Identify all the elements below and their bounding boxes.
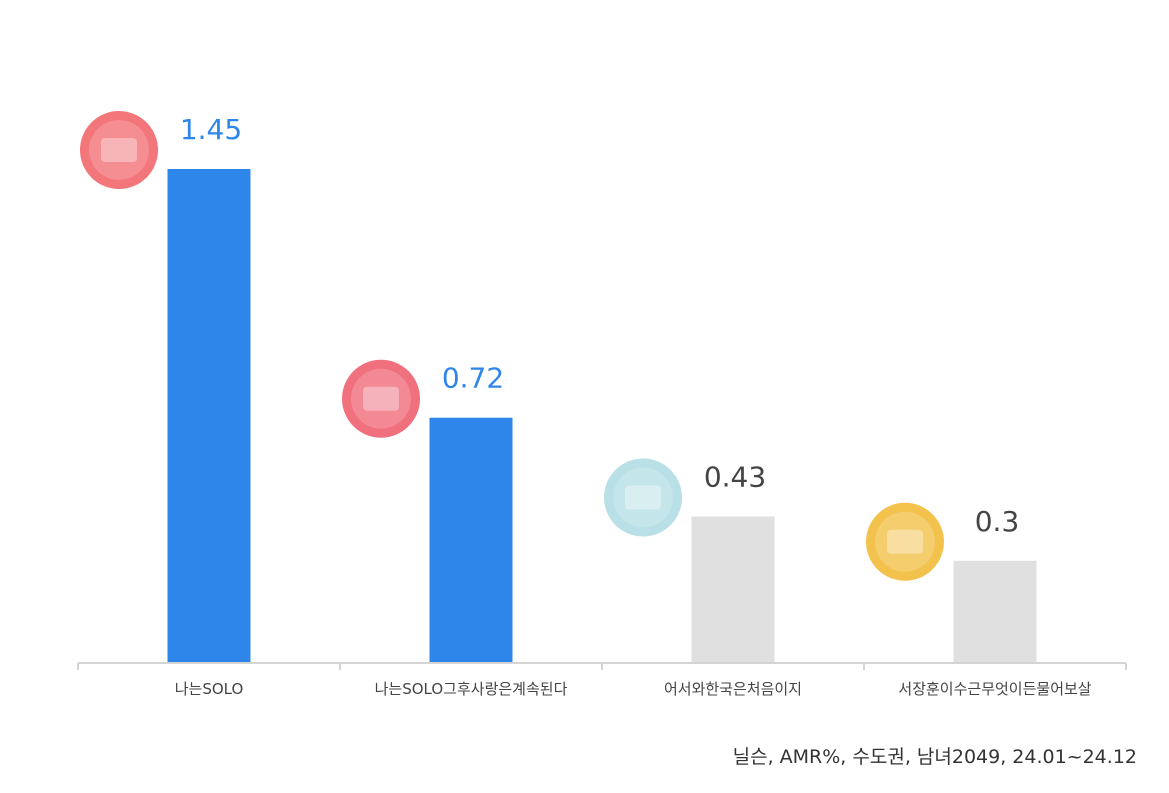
korea-first-logo-icon (602, 456, 684, 539)
bar (953, 560, 1037, 663)
category-label: 서장훈이수근무엇이든물어보살 (898, 680, 1091, 698)
ask-anything-logo-icon (864, 500, 946, 583)
value-label: 0.43 (704, 461, 766, 494)
value-labels-group: 1.45 0.72 0.43 0.3 (180, 113, 1019, 538)
bar (691, 516, 775, 663)
category-label: 어서와한국은처음이지 (664, 680, 802, 698)
value-label: 0.72 (442, 362, 504, 395)
solo-love-logo-icon (340, 357, 422, 440)
bar (167, 169, 251, 663)
bars-group (167, 169, 1037, 663)
category-label: 나는SOLO (175, 680, 244, 698)
x-axis (77, 662, 1127, 670)
category-label: 나는SOLO그후사랑은계속된다 (375, 680, 568, 698)
bar (429, 417, 513, 663)
logos-group (78, 109, 946, 583)
value-label: 1.45 (180, 113, 242, 146)
solo-logo-icon (78, 109, 160, 191)
source-note: 닐슨, AMR%, 수도권, 남녀2049, 24.01~24.12 (732, 746, 1137, 768)
category-labels-group: 나는SOLO 나는SOLO그후사랑은계속된다 어서와한국은처음이지 서장훈이수근무엇이… (175, 680, 1092, 698)
value-label: 0.3 (975, 505, 1020, 538)
